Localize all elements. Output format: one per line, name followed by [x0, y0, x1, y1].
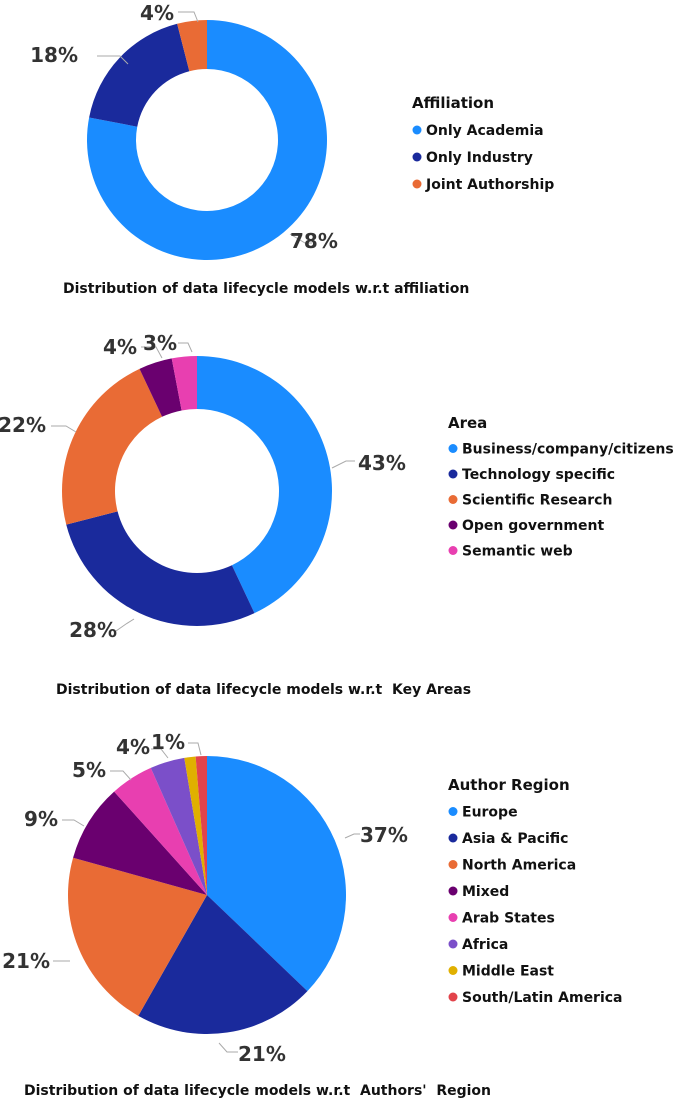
legend-swatch: [448, 495, 458, 504]
slice-mixed: [73, 791, 208, 895]
legend-swatch: [412, 125, 422, 135]
chart-caption: Distribution of data lifecycle models w.…: [56, 682, 471, 698]
leader-line: [178, 342, 193, 353]
leader-line: [344, 833, 360, 839]
slice-only-industry: [89, 23, 190, 127]
chart-caption: Distribution of data lifecycle models w.…: [63, 281, 469, 297]
leader-line: [97, 55, 129, 65]
value-label: 4%: [140, 1, 174, 25]
value-label: 78%: [290, 229, 338, 253]
legend-title: Affiliation: [412, 94, 494, 112]
legend-swatch: [448, 860, 458, 869]
legend-item: Middle East: [462, 964, 554, 980]
value-label: 28%: [69, 618, 117, 642]
legend-title: Area: [448, 414, 487, 432]
legend-item: Asia & Pacific: [462, 831, 568, 847]
value-label: 22%: [0, 413, 46, 437]
legend-item: Semantic web: [462, 544, 573, 560]
legend-item: Europe: [462, 805, 518, 821]
legend-item: Mixed: [462, 884, 509, 900]
legend-swatch: [448, 939, 458, 949]
leader-line: [115, 618, 135, 632]
value-label: 1%: [151, 730, 185, 754]
value-label: 21%: [238, 1042, 286, 1066]
slice-arab-states: [114, 767, 207, 895]
legend-item: Joint Authorship: [425, 177, 554, 193]
legend-swatch: [448, 913, 458, 922]
leader-line: [218, 1042, 238, 1053]
legend-item: Africa: [462, 937, 508, 953]
legend-swatch: [412, 152, 422, 162]
leader-line: [178, 11, 199, 23]
slice-asia-pacific: [138, 895, 308, 1035]
legend-title: Author Region: [448, 776, 570, 794]
slice-south-latin-america: [195, 756, 207, 895]
leader-line: [188, 742, 202, 756]
leader-line: [141, 346, 163, 359]
value-label: 21%: [2, 949, 50, 973]
value-label: 5%: [72, 758, 106, 782]
leader-line: [62, 819, 85, 827]
chart-3: 37% 21% 21% 9% 5% 4% 1% Author Region Europe Asia…: [2, 730, 622, 1099]
value-label: 43%: [358, 451, 406, 475]
legend-swatch: [448, 886, 458, 896]
slice-business-company-citizens: [197, 356, 333, 614]
legend-item: Technology specific: [462, 467, 615, 483]
legend-item: North America: [462, 858, 576, 874]
slice-technology-specific: [66, 511, 255, 626]
chart-caption: Distribution of data lifecycle models w.…: [24, 1083, 491, 1099]
slice-open-government: [139, 358, 182, 417]
legend-item: Scientific Research: [462, 493, 612, 509]
leader-line: [110, 770, 132, 781]
legend-item: Arab States: [462, 911, 555, 927]
value-label: 4%: [116, 735, 150, 759]
slice-semantic-web: [171, 356, 197, 411]
legend-item: Only Academia: [426, 123, 544, 139]
slice-middle-east: [184, 756, 207, 895]
leader-line: [151, 748, 169, 759]
slice-north-america: [68, 857, 208, 1016]
slice-europe: [207, 756, 347, 992]
legend-swatch: [448, 833, 458, 843]
value-label: 3%: [143, 331, 177, 355]
chart-1: 78% 18% 4% Affiliation Only Academia Only Ind…: [30, 1, 554, 297]
legend-item: Business/company/citizens: [462, 442, 674, 458]
legend-swatch: [448, 546, 458, 555]
slice-africa: [150, 757, 207, 895]
legend-swatch: [448, 469, 458, 479]
legend-item: Open government: [462, 518, 604, 534]
value-label: 18%: [30, 43, 78, 67]
legend-swatch: [448, 807, 458, 816]
value-label: 37%: [360, 823, 408, 847]
legend-swatch: [412, 179, 422, 189]
legend-item: Only Industry: [426, 150, 533, 166]
legend-swatch: [448, 520, 458, 530]
legend-swatch: [448, 992, 458, 1002]
leader-line: [289, 233, 312, 244]
leader-line: [331, 460, 355, 469]
slice-joint-authorship: [177, 20, 207, 72]
legend-swatch: [448, 966, 458, 975]
slice-scientific-research: [62, 368, 163, 525]
chart-2: 43% 28% 22% 4% 3% Area Business/company/citize…: [0, 331, 674, 698]
slice-only-academia: [86, 20, 327, 260]
legend-item: South/Latin America: [462, 990, 623, 1006]
value-label: 4%: [103, 335, 137, 359]
leader-line: [51, 425, 77, 433]
legend-swatch: [448, 444, 458, 453]
value-label: 9%: [24, 807, 58, 831]
